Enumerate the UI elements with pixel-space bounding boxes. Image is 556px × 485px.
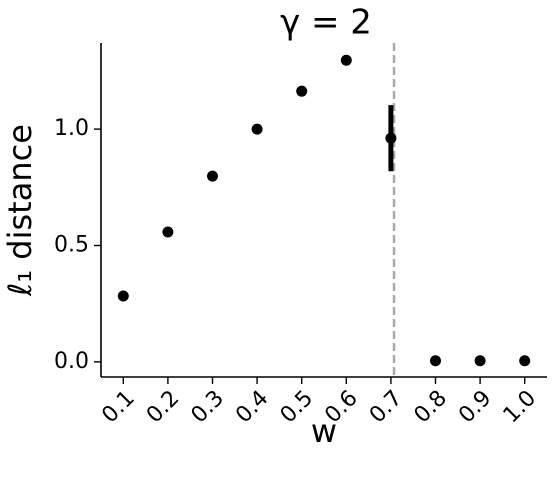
point [340, 54, 352, 66]
x-tick-label: 0.3 [187, 386, 229, 428]
point [162, 226, 174, 238]
x-tick-label: 0.1 [97, 386, 139, 428]
x-tick-label: 0.4 [231, 386, 273, 428]
point [251, 123, 263, 135]
point [474, 355, 486, 367]
y-tick-label: 0.0 [54, 349, 89, 374]
point [207, 170, 218, 182]
x-tick-label: 1.0 [499, 386, 541, 428]
point [519, 355, 531, 367]
point [385, 132, 397, 144]
y-tick-label: 0.5 [54, 232, 89, 257]
point [117, 290, 129, 302]
x-tick-label: 0.8 [410, 386, 452, 428]
chart-title: γ = 2 [280, 3, 372, 43]
x-axis-label: w [311, 412, 337, 450]
y-axis-label: ℓ₁ distance [1, 124, 39, 297]
y-tick-label: 1.0 [54, 116, 89, 141]
point [430, 355, 441, 367]
x-tick-label: 0.7 [365, 386, 407, 428]
point [296, 85, 308, 97]
x-tick-label: 0.2 [142, 386, 184, 428]
x-tick-label: 0.9 [454, 386, 496, 428]
